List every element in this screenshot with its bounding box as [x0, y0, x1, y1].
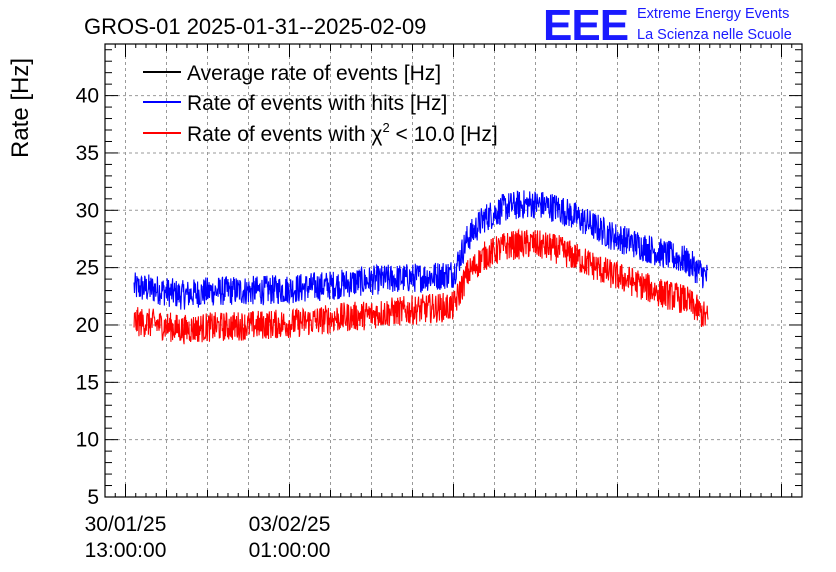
plot-frame	[104, 43, 803, 498]
axes: 5 10 15 20 25 30 35 40 30/01/25 13:00:00 03/02/25 0…	[76, 43, 803, 562]
y-tick-label: 40	[76, 85, 99, 108]
eee-logo-mark: EEE	[543, 1, 628, 50]
legend-chi2-tail: < 10.0 [Hz]	[390, 123, 498, 146]
legend-entry-hits: Rate of events with hits [Hz]	[143, 92, 447, 115]
y-tick-label: 10	[76, 429, 99, 452]
x-tick-label-date: 03/02/25	[249, 513, 331, 536]
legend-label-hits: Rate of events with hits [Hz]	[187, 92, 447, 115]
eee-logo-line1: Extreme Energy Events	[637, 6, 789, 22]
x-tick-label-time: 01:00:00	[249, 539, 331, 562]
x-tick-label-date: 30/01/25	[85, 513, 167, 536]
y-tick-label: 5	[87, 486, 99, 509]
grid-lines	[105, 44, 802, 497]
legend-chi2-main: Rate of events with χ	[187, 123, 382, 146]
legend-entry-average: Average rate of events [Hz]	[143, 62, 441, 85]
series-layer	[133, 190, 709, 345]
series-line-hits	[133, 190, 709, 310]
y-tick-label: 35	[76, 142, 99, 165]
y-axis-label: Rate [Hz]	[7, 58, 34, 158]
y-tick-label: 30	[76, 199, 99, 222]
legend-label-average: Average rate of events [Hz]	[187, 62, 441, 85]
series-line-chi2	[133, 228, 709, 345]
chart-title: GROS-01 2025-01-31--2025-02-09	[84, 14, 426, 39]
x-tick-label-time: 13:00:00	[85, 539, 167, 562]
legend-label-chi2: Rate of events with χ2 < 10.0 [Hz]	[187, 120, 498, 146]
legend-entry-chi2: Rate of events with χ2 < 10.0 [Hz]	[143, 120, 498, 146]
eee-logo: EEE Extreme Energy Events La Scienza nel…	[543, 1, 792, 50]
eee-logo-line2: La Scienza nelle Scuole	[637, 27, 792, 43]
y-tick-label: 15	[76, 371, 99, 394]
legend: Average rate of events [Hz] Rate of even…	[143, 62, 498, 146]
y-tick-label: 25	[76, 257, 99, 280]
legend-chi2-sup: 2	[382, 120, 389, 135]
y-tick-label: 20	[76, 314, 99, 337]
